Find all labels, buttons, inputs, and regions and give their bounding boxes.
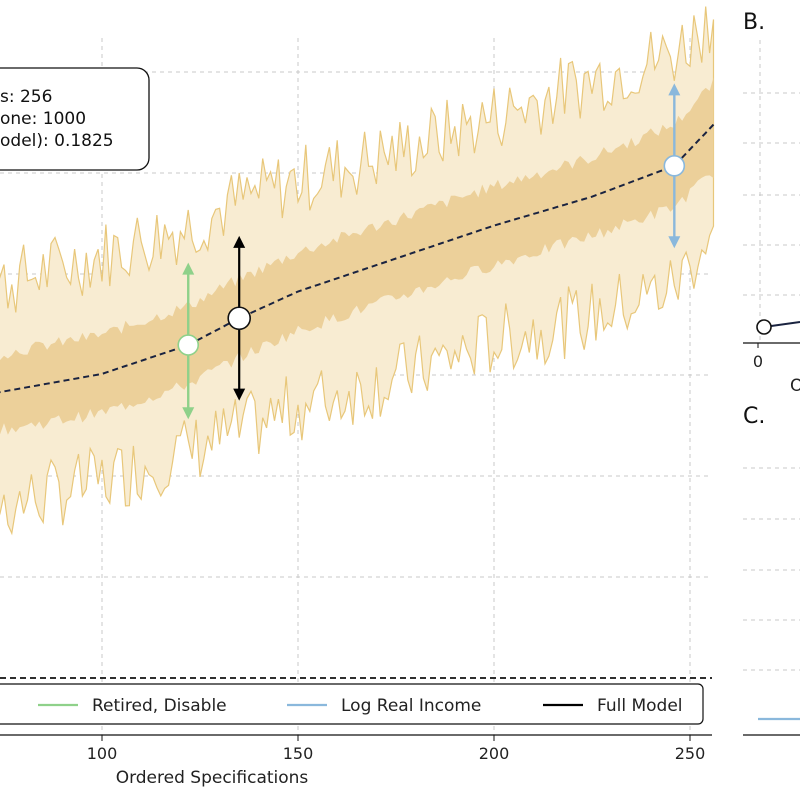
panel-b-x-label: O [790,376,800,396]
stats-box: s: 256 one: 1000 odel): 0.1825 [0,67,150,171]
panel-b: B. 0 O [743,10,800,396]
panel-a: 100 150 200 250 Ordered Specifications s: 2… [0,6,715,788]
panel-b-tick-label: 0 [753,352,763,371]
panel-c-grid [743,467,800,671]
legend-entry-log-real-income: Log Real Income [287,696,481,716]
legend-entry-full-model: Full Model [543,696,683,716]
legend: Retired, Disable Log Real Income Full Mode… [0,683,704,725]
x-tick-label: 100 [87,744,118,763]
panel-a-markers [177,83,686,420]
panel-a-x-label: Ordered Specifications [116,768,309,788]
legend-entry-retired-disable: Retired, Disable [38,696,227,716]
stats-line-1: s: 256 [0,87,52,107]
panel-b-grid [743,40,800,343]
marker-full-model [227,235,251,401]
legend-label: Retired, Disable [92,696,227,716]
x-tick-label: 150 [283,744,314,763]
legend-label: Log Real Income [341,696,481,716]
panel-a-x-ticks: 100 150 200 250 [87,735,706,763]
median-line [0,123,715,394]
x-tick-label: 200 [479,744,510,763]
marker-retired-disable [177,262,200,420]
stats-line-3: odel): 0.1825 [0,131,114,151]
x-tick-label: 250 [675,744,706,763]
panel-c: C. [743,404,800,736]
panel-b-marker [756,319,772,335]
stats-line-2: one: 1000 [0,109,86,129]
legend-label: Full Model [597,696,683,716]
panel-c-label: C. [743,404,765,429]
panel-b-label: B. [743,10,765,35]
marker-log-real-income [663,83,686,249]
